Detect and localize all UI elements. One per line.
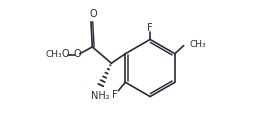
Text: F: F [147, 23, 153, 33]
Text: O: O [74, 49, 81, 59]
Text: NH₂: NH₂ [91, 91, 110, 101]
Text: O: O [62, 49, 70, 59]
Text: CH₃: CH₃ [189, 40, 206, 49]
Text: CH₃: CH₃ [45, 50, 62, 59]
Text: O: O [89, 9, 97, 19]
Text: F: F [112, 89, 118, 100]
